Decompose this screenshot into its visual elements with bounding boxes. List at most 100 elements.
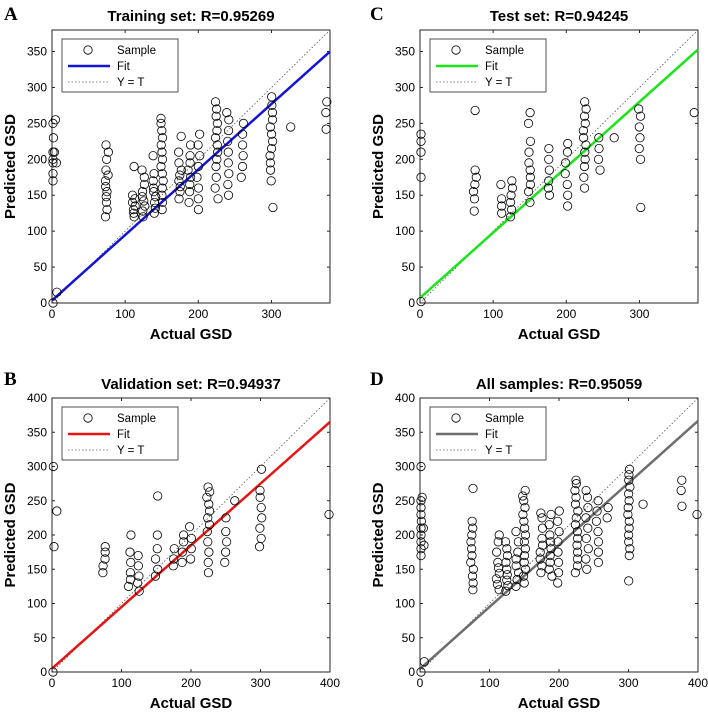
- sample-point: [571, 479, 581, 489]
- sample-point: [560, 169, 570, 179]
- sample-point: [580, 147, 590, 157]
- sample-point: [511, 581, 521, 591]
- sample-point: [100, 176, 111, 186]
- sample-point: [185, 140, 196, 150]
- sample-point: [419, 657, 429, 667]
- sample-point: [677, 501, 687, 511]
- sample-point: [502, 564, 512, 574]
- sample-point: [127, 190, 138, 200]
- sample-point: [211, 161, 221, 172]
- x-tick-label: 100: [479, 676, 499, 690]
- sample-point: [580, 118, 590, 128]
- sample-point: [185, 522, 195, 532]
- sample-point: [49, 542, 59, 552]
- sample-point: [570, 568, 580, 578]
- sample-point: [635, 154, 646, 164]
- sample-point: [536, 568, 546, 578]
- sample-point: [223, 158, 233, 168]
- sample-point: [223, 190, 234, 200]
- sample-point: [592, 506, 602, 516]
- sample-point: [544, 143, 554, 154]
- legend-sample-marker: [451, 45, 461, 55]
- sample-point: [186, 533, 196, 544]
- sample-point: [581, 485, 591, 496]
- sample-point: [496, 179, 506, 190]
- panel-D: 0 100 200 300 400 0 50 100 150 200 250 300 350 400 Sam…: [370, 369, 708, 712]
- sample-point: [635, 111, 646, 121]
- sample-point: [502, 570, 512, 580]
- sample-point: [593, 547, 604, 557]
- sample-point: [470, 165, 480, 175]
- sample-point: [609, 133, 619, 143]
- sample-point: [583, 502, 593, 513]
- y-axis-label: Predicted GSD: [2, 114, 19, 219]
- sample-point: [150, 554, 161, 564]
- sample-point: [184, 197, 194, 208]
- sample-point: [416, 147, 426, 157]
- y-tick-label: 350: [395, 425, 415, 439]
- y-tick-label: 50: [402, 631, 416, 645]
- sample-point: [467, 544, 477, 554]
- y-tick-label: 300: [395, 460, 415, 474]
- y-tick-label: 400: [395, 391, 415, 405]
- panel-C: 0 100 200 300 0 50 100 150 200 250 300 350 Sample Fit…: [370, 4, 699, 343]
- sample-point: [525, 172, 535, 182]
- sample-point: [149, 187, 159, 197]
- sample-point: [544, 154, 554, 164]
- sample-point: [256, 464, 267, 474]
- sample-point: [624, 496, 634, 506]
- sample-point: [624, 550, 634, 561]
- sample-point: [525, 136, 536, 146]
- sample-point: [572, 561, 583, 571]
- sample-point: [416, 136, 426, 146]
- y-tick-label: 250: [27, 494, 47, 508]
- sample-point: [493, 537, 503, 547]
- sample-point: [152, 544, 162, 554]
- sample-point: [193, 194, 203, 204]
- sample-point: [101, 197, 112, 208]
- panel-B: 0 100 200 300 400 0 50 100 150 200 250 300 350 400 Sam…: [2, 369, 340, 712]
- sample-point: [265, 158, 275, 168]
- sample-point: [256, 533, 266, 544]
- sample-point: [535, 554, 545, 564]
- sample-point: [156, 140, 166, 150]
- sample-point: [511, 561, 521, 571]
- sample-point: [571, 492, 581, 502]
- sample-point: [210, 133, 221, 143]
- sample-point: [52, 287, 62, 297]
- sample-point: [537, 561, 547, 571]
- sample-point: [185, 158, 195, 168]
- sample-point: [238, 140, 248, 150]
- panel-letter: D: [370, 369, 384, 390]
- sample-point: [573, 506, 583, 516]
- sample-point: [174, 194, 184, 204]
- sample-point: [581, 140, 591, 150]
- y-tick-label: 300: [395, 80, 415, 94]
- sample-point: [570, 499, 581, 509]
- sample-point: [578, 133, 589, 143]
- sample-point: [501, 586, 511, 596]
- x-tick-label: 100: [483, 307, 503, 321]
- sample-point: [582, 492, 593, 502]
- sample-point: [49, 147, 59, 157]
- sample-point: [157, 154, 168, 164]
- legend-sample-label: Sample: [117, 45, 156, 57]
- sample-point: [157, 197, 168, 208]
- sample-point: [150, 203, 160, 213]
- x-tick-label: 300: [261, 307, 281, 321]
- sample-point: [624, 530, 634, 540]
- sample-point: [102, 187, 112, 197]
- sample-point: [469, 194, 480, 204]
- y-axis-label: Predicted GSD: [370, 482, 387, 587]
- sample-point: [48, 176, 58, 186]
- sample-point: [195, 129, 205, 139]
- sample-point: [507, 183, 518, 193]
- sample-point: [416, 523, 426, 533]
- sample-point: [537, 540, 548, 550]
- sample-point: [553, 568, 564, 578]
- sample-point: [525, 197, 535, 208]
- sample-point: [623, 509, 633, 520]
- sample-point: [416, 516, 426, 526]
- sample-point: [48, 154, 58, 164]
- sample-point: [525, 179, 536, 190]
